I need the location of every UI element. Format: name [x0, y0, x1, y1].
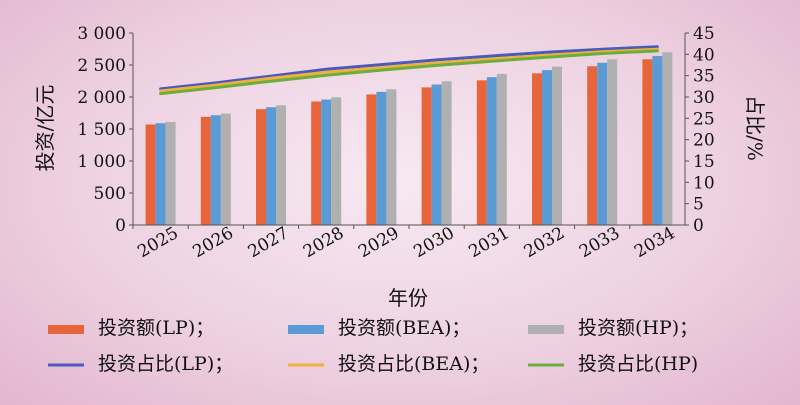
x-tick-label: 2032 — [521, 223, 568, 262]
y-tick-label: 2 500 — [77, 56, 126, 76]
y-tick-label: 500 — [94, 184, 126, 204]
bar — [542, 70, 552, 226]
legend-label: 投资额(HP)； — [578, 317, 698, 339]
legend-label: 投资额(LP)； — [98, 317, 214, 339]
bar — [266, 107, 276, 225]
bar — [155, 123, 166, 225]
y-tick-label: 3 000 — [77, 24, 126, 44]
y2-axis-label: 占比/% — [743, 95, 767, 161]
bar — [652, 56, 663, 225]
y-tick-label: 1 000 — [77, 152, 126, 172]
bar — [386, 89, 397, 225]
bar — [256, 109, 266, 225]
bar — [331, 97, 342, 225]
bar — [662, 52, 673, 226]
bar — [366, 94, 377, 225]
bar — [311, 101, 322, 225]
y2-tick-label: 25 — [693, 109, 715, 129]
y2-tick-label: 30 — [693, 88, 715, 108]
x-tick-label: 2028 — [300, 223, 347, 262]
y2-tick-label: 45 — [693, 24, 715, 44]
y2-tick-label: 20 — [693, 131, 715, 151]
legend-swatch — [528, 325, 564, 334]
bar — [532, 73, 542, 225]
x-tick-label: 2027 — [245, 223, 292, 262]
bar — [165, 121, 176, 225]
bar — [607, 59, 618, 225]
x-axis-label: 年份 — [388, 286, 428, 310]
bar — [476, 80, 487, 225]
line-layer — [159, 45, 659, 96]
bar — [642, 59, 653, 225]
bar — [200, 116, 211, 225]
bar — [321, 99, 332, 225]
series-line — [159, 47, 659, 93]
legend-label: 投资额(BEA)； — [338, 317, 470, 339]
legend-label: 投资占比(HP) — [578, 353, 698, 375]
y-tick-label: 2 000 — [77, 88, 126, 108]
bar — [431, 84, 442, 226]
bar — [587, 66, 598, 225]
bar — [441, 81, 452, 225]
y-tick-label: 0 — [115, 216, 126, 236]
y-tick-label: 1 500 — [77, 120, 126, 140]
series-line — [159, 45, 659, 91]
bar — [376, 91, 387, 225]
bar — [145, 124, 156, 225]
x-tick-label: 2026 — [190, 223, 237, 262]
bar — [552, 66, 562, 225]
legend: 投资额(LP)； 投资额(BEA)； 投资额(HP)； 投资占比(LP)； 投资占比(B… — [48, 317, 698, 375]
bar — [421, 87, 432, 226]
bar — [496, 73, 507, 226]
y2-tick-label: 10 — [693, 173, 715, 193]
bar — [276, 105, 286, 225]
bar — [220, 113, 231, 225]
bar-layer — [145, 52, 673, 226]
x-tick-label: 2034 — [631, 223, 678, 262]
bar — [486, 77, 497, 225]
x-tick-label: 2031 — [466, 223, 513, 262]
bar — [210, 115, 221, 225]
bar — [597, 62, 608, 226]
legend-label: 投资占比(LP)； — [98, 353, 233, 375]
x-tick-label: 2033 — [576, 223, 623, 262]
x-tick-label: 2030 — [410, 223, 457, 262]
x-tick-label: 2029 — [355, 223, 402, 262]
legend-swatch — [48, 325, 84, 334]
x-tick-label: 2025 — [134, 223, 181, 262]
y2-tick-label: 0 — [693, 216, 704, 236]
y2-tick-label: 5 — [693, 195, 704, 215]
y2-tick-label: 15 — [693, 152, 715, 172]
legend-swatch — [288, 325, 324, 334]
y2-tick-label: 35 — [693, 67, 715, 87]
y2-tick-label: 40 — [693, 45, 715, 65]
series-line — [159, 49, 659, 96]
legend-label: 投资占比(BEA)； — [338, 353, 489, 375]
y-axis-label: 投资/亿元 — [33, 85, 57, 172]
